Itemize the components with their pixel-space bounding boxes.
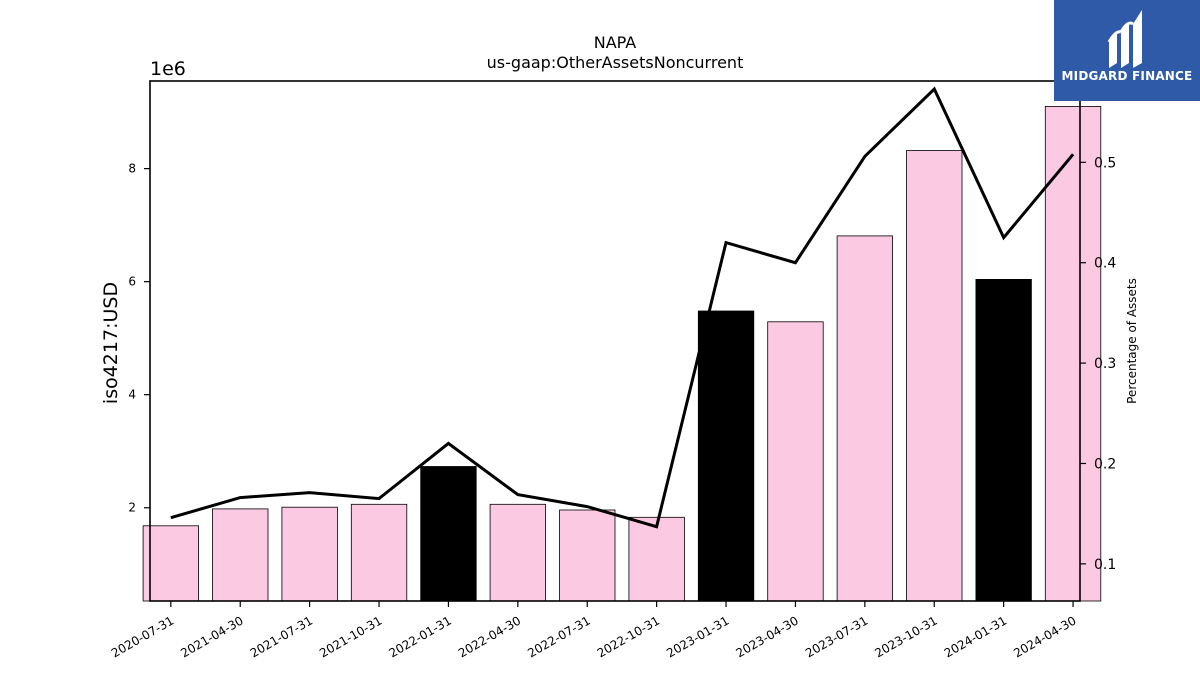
- bar-2023-07-31: [836, 235, 893, 602]
- chart-title: NAPA: [594, 33, 637, 52]
- bar-2021-07-31: [281, 506, 338, 602]
- y2-axis-label: Percentage of Assets: [1125, 278, 1139, 404]
- y2-tick-label: 0.3: [1094, 356, 1116, 372]
- bar-2021-10-31: [350, 503, 408, 602]
- plot-frame: [149, 80, 1081, 602]
- y2-tick-label: 0.5: [1094, 155, 1116, 171]
- bars-layer: [142, 106, 1102, 602]
- bar-2023-01-31: [697, 310, 755, 602]
- x-tick-label: 2024-04-30: [1011, 613, 1078, 660]
- y-tick-label: 6: [128, 275, 136, 289]
- bar-2022-10-31: [628, 516, 685, 602]
- bar-2024-04-30: [1044, 106, 1102, 602]
- x-tick-label: 2023-01-31: [664, 613, 731, 660]
- y2-tick-label: 0.2: [1094, 456, 1116, 472]
- x-tick-label: 2023-04-30: [733, 613, 800, 660]
- logo-mark-icon: [1107, 10, 1142, 68]
- brand-logo: MIDGARD FINANCE: [1054, 0, 1200, 101]
- y-offset-label: 1e6: [150, 58, 186, 80]
- bar-2022-01-31: [420, 466, 477, 602]
- y-axis-label: iso4217:USD: [100, 282, 122, 404]
- y-tick-label: 4: [128, 388, 136, 402]
- line-layer: [170, 86, 1075, 529]
- x-tick-label: 2023-10-31: [872, 613, 939, 660]
- y2-tick-label: 0.4: [1094, 256, 1116, 272]
- x-tick-label: 2022-10-31: [595, 613, 662, 660]
- bar-2024-01-31: [975, 278, 1032, 602]
- x-tick-label: 2022-04-30: [456, 613, 523, 660]
- bar-2021-04-30: [212, 508, 269, 602]
- x-tick-label: 2023-07-31: [803, 613, 870, 660]
- x-tick-label: 2022-01-31: [386, 613, 453, 660]
- bar-2022-04-30: [489, 503, 547, 602]
- bar-2020-07-31: [142, 525, 200, 602]
- y-tick-label: 8: [128, 162, 136, 176]
- bar-2023-10-31: [906, 150, 963, 602]
- y-tick-label: 2: [128, 501, 136, 515]
- x-tick-label: 2021-10-31: [317, 613, 384, 660]
- logo-text: MIDGARD FINANCE: [1061, 69, 1193, 83]
- bar-2022-07-31: [559, 509, 616, 602]
- x-tick-label: 2021-07-31: [248, 613, 315, 660]
- percentage-line: [170, 86, 1075, 529]
- x-tick-label: 2020-07-31: [109, 613, 176, 660]
- x-tick-label: 2021-04-30: [178, 613, 245, 660]
- bar-2023-04-30: [767, 321, 824, 602]
- y2-tick-label: 0.1: [1094, 557, 1116, 573]
- chart-subtitle: us-gaap:OtherAssetsNoncurrent: [487, 53, 744, 72]
- x-tick-label: 2022-07-31: [525, 613, 592, 660]
- x-tick-label: 2024-01-31: [942, 613, 1009, 660]
